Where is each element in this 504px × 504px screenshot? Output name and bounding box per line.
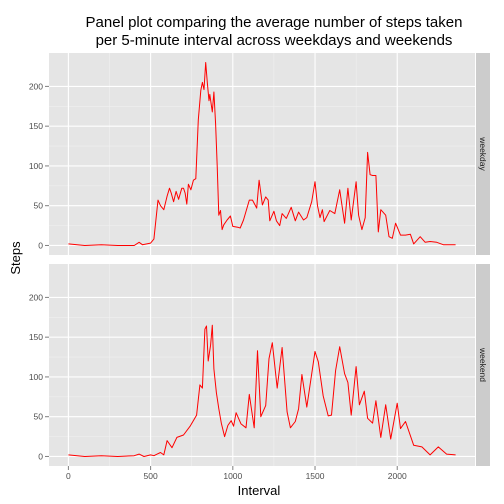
y-tick-label: 100 [29, 372, 43, 382]
facet-strip-label: weekend [478, 347, 488, 382]
y-tick-label: 100 [29, 161, 43, 171]
facet-strip-label: weekday [478, 136, 488, 171]
y-tick-label: 150 [29, 121, 43, 131]
facet-panels: 0 50 100 150 200 weekday 0 50 100 150 200 weekend [29, 53, 490, 466]
y-axis-title: Steps [8, 241, 23, 275]
y-tick-label: 150 [29, 332, 43, 342]
y-tick-label: 0 [38, 240, 43, 250]
y-tick-label: 50 [34, 201, 44, 211]
panel-background [49, 53, 475, 255]
x-tick-label: 1500 [306, 471, 325, 481]
chart-title-line-1: Panel plot comparing the average number … [86, 14, 463, 31]
x-tick-label: 1000 [223, 471, 242, 481]
steps-line-weekend [68, 324, 456, 457]
y-tick-label: 200 [29, 292, 43, 302]
y-tick-label: 200 [29, 81, 43, 91]
panel-background [49, 264, 475, 466]
steps-line-weekday [68, 62, 456, 246]
panel-weekday: 0 50 100 150 200 weekday [29, 53, 490, 255]
chart-title-line-2: per 5-minute interval across weekdays an… [96, 32, 453, 49]
x-axis-title: Interval [238, 483, 281, 498]
facet-strip-background [476, 53, 490, 255]
panel-weekend: 0 50 100 150 200 weekend [29, 264, 490, 466]
x-tick-label: 500 [144, 471, 158, 481]
x-axis: 0 500 1000 1500 2000 [66, 466, 407, 481]
x-tick-label: 0 [66, 471, 71, 481]
y-tick-label: 0 [38, 451, 43, 461]
facet-strip-background [476, 264, 490, 466]
x-tick-label: 2000 [388, 471, 407, 481]
y-tick-label: 50 [34, 412, 44, 422]
